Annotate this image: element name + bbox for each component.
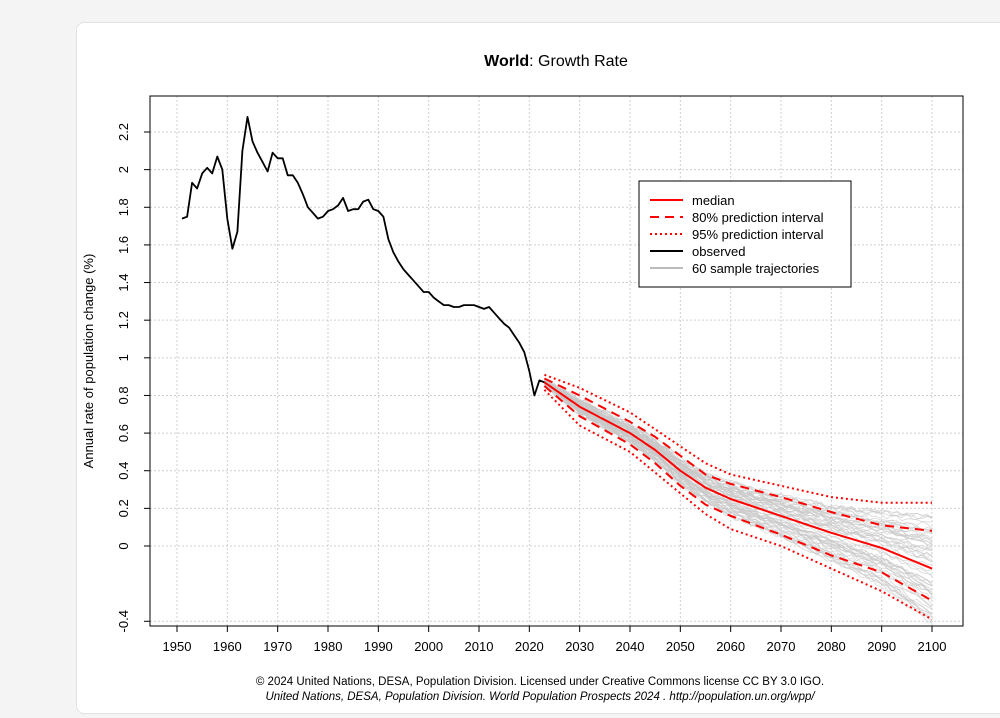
y-axis-label: Annual rate of population change (%): [81, 254, 96, 469]
legend-label: 80% prediction interval: [692, 210, 824, 225]
series-80-interval: [543, 385, 933, 602]
legend-label: median: [692, 193, 735, 208]
sample-trajectory: [544, 378, 933, 535]
y-tick-label: 2.2: [116, 123, 131, 141]
sample-trajectory: [544, 382, 933, 608]
sample-trajectory: [544, 379, 933, 572]
sample-trajectory: [544, 382, 933, 625]
series-observed: [181, 116, 545, 397]
y-tick-label: 0.2: [116, 499, 131, 517]
x-tick-label: 2010: [465, 639, 494, 654]
x-tick-label: 2100: [918, 639, 947, 654]
x-axis: 1950 1960 1970 1980 1990 2000 2010 2020 2030 2040…: [163, 626, 947, 654]
legend-label: 95% prediction interval: [692, 227, 824, 242]
x-tick-label: 2020: [515, 639, 544, 654]
legend-label: observed: [692, 244, 745, 259]
sample-trajectory: [544, 383, 933, 562]
sample-trajectory: [544, 381, 933, 532]
x-tick-label: 2070: [767, 639, 796, 654]
y-tick-label: 0: [116, 542, 131, 549]
sample-trajectory: [544, 380, 933, 520]
x-tick-label: 2000: [414, 639, 443, 654]
series-median: [543, 381, 933, 570]
x-tick-label: 1970: [263, 639, 292, 654]
legend-label: 60 sample trajectories: [692, 261, 820, 276]
x-tick-label: 1990: [364, 639, 393, 654]
series-95-interval: [543, 389, 933, 621]
credit-line-2: United Nations, DESA, Population Divisio…: [265, 691, 816, 703]
sample-trajectory: [544, 380, 933, 552]
x-tick-label: 2090: [867, 639, 896, 654]
y-tick-label: -0.4: [116, 610, 131, 632]
y-tick-label: 1: [116, 354, 131, 361]
legend-box: [638, 180, 852, 288]
sample-trajectory: [544, 379, 933, 545]
sample-trajectory: [544, 383, 933, 540]
sample-trajectory: [544, 378, 933, 545]
sample-trajectory: [544, 382, 933, 606]
y-tick-label: 1.6: [116, 236, 131, 254]
sample-trajectory: [544, 384, 933, 587]
credit-line-1: © 2024 United Nations, DESA, Population …: [256, 676, 824, 688]
y-tick-label: 1.4: [116, 274, 131, 292]
y-axis: -0.4 0 0.2 0.4 0.6 0.8 1 1.2 1.4 1.6 1.8 2 2.2: [116, 123, 150, 632]
sample-trajectory: [544, 381, 933, 540]
sample-trajectory: [544, 381, 933, 529]
chart-title-rest: : Growth Rate: [529, 53, 628, 70]
y-tick-label: 0.4: [116, 462, 131, 480]
y-tick-label: 0.6: [116, 424, 131, 442]
plot-frame: [149, 95, 964, 627]
x-tick-label: 2040: [616, 639, 645, 654]
x-tick-label: 1950: [163, 639, 192, 654]
chart-title-bold: World: [484, 53, 529, 70]
y-tick-label: 1.8: [116, 198, 131, 216]
x-tick-label: 2030: [565, 639, 594, 654]
x-tick-label: 2050: [666, 639, 695, 654]
x-tick-label: 1980: [314, 639, 343, 654]
sample-trajectory: [544, 385, 933, 618]
x-tick-label: 2060: [716, 639, 745, 654]
y-tick-label: 1.2: [116, 311, 131, 329]
legend: median 80% prediction interval 95% predict…: [638, 180, 852, 288]
chart-card: [76, 22, 1000, 714]
sample-trajectories: [544, 378, 933, 625]
y-tick-label: 0.8: [116, 386, 131, 404]
sample-trajectory: [544, 380, 933, 519]
chart-title: World: Growth Rate: [484, 53, 628, 70]
series-80-interval: [543, 377, 933, 532]
y-tick-label: 2: [116, 166, 131, 173]
x-tick-label: 2080: [817, 639, 846, 654]
x-tick-label: 1960: [213, 639, 242, 654]
series-lines: [181, 116, 933, 621]
